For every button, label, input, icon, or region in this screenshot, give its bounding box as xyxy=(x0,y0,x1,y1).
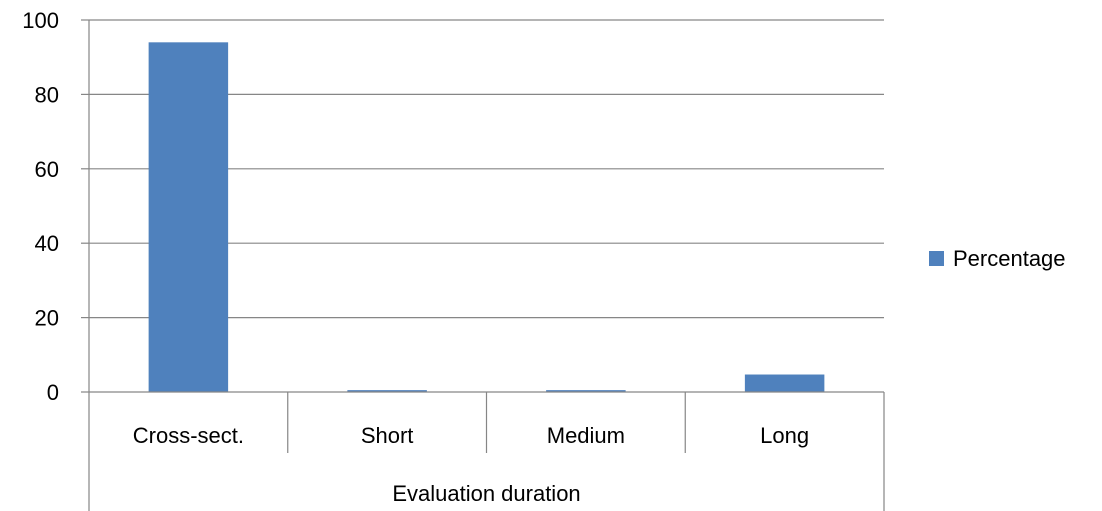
x-axis-group-label: Evaluation duration xyxy=(392,481,580,506)
legend: Percentage xyxy=(929,246,1066,271)
x-axis xyxy=(88,391,885,511)
y-tick-label: 40 xyxy=(35,231,59,256)
y-tick-label: 80 xyxy=(35,82,59,107)
bar-4 xyxy=(744,374,825,392)
bar-3 xyxy=(546,390,626,392)
y-tick-label: 20 xyxy=(35,306,59,331)
legend-label: Percentage xyxy=(953,246,1066,271)
y-axis-ticks: 0 20 40 60 80 100 xyxy=(22,8,90,405)
y-tick-label: 60 xyxy=(35,157,59,182)
bars xyxy=(148,42,825,392)
x-category-label: Short xyxy=(361,423,414,448)
y-tick-label: 100 xyxy=(22,8,59,33)
bar-2 xyxy=(347,390,427,392)
y-tick-label: 0 xyxy=(47,380,59,405)
x-category-label: Cross-sect. xyxy=(133,423,244,448)
x-category-label: Long xyxy=(760,423,809,448)
x-category-label: Medium xyxy=(547,423,625,448)
legend-swatch xyxy=(929,251,944,266)
x-axis-labels: Cross-sect. Short Medium Long xyxy=(133,423,809,448)
bar-1 xyxy=(148,42,229,392)
